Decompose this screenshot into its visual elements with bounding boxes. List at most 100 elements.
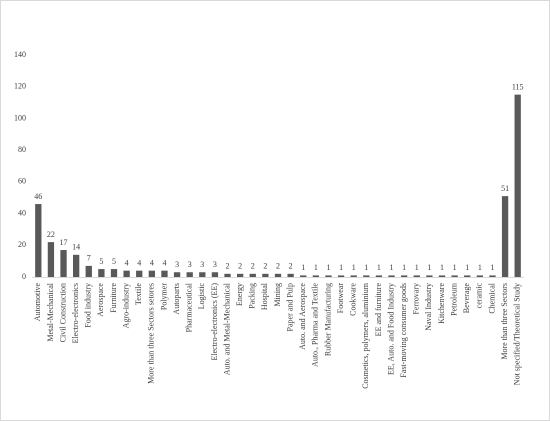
bar [173,272,181,277]
x-tick-label: Chemical [487,282,496,313]
value-label: 2 [289,262,293,271]
bar [186,272,193,277]
x-tick-label: ceramic [475,283,484,309]
x-tick-label: Petroleum [449,282,458,316]
value-label: 1 [326,263,330,272]
value-label: 2 [238,262,242,271]
x-tick-label: Electro-electronics (EE) [210,283,219,361]
bar [224,273,231,277]
x-tick-label: Logistic [197,283,206,310]
value-label: 1 [314,263,318,272]
bar [35,204,42,277]
value-label: 1 [339,263,343,272]
value-label: 1 [427,263,431,272]
x-tick-label: Rubber Manufacturing [323,283,332,356]
bar [123,270,130,277]
bar [489,275,496,277]
value-label: 1 [465,263,469,272]
x-tick-label: More than three Sectors [500,283,509,360]
bar [350,275,357,277]
value-label: 2 [276,262,280,271]
bar [438,275,446,277]
bar [60,250,67,277]
bar [300,275,307,277]
value-label: 3 [200,260,204,269]
x-tick-label: EE and furniture [374,283,383,337]
bar [426,275,433,277]
bar [464,275,471,277]
bar [375,275,383,277]
value-label: 51 [501,184,509,193]
x-tick-label: Auto., Pharma and Textile [311,283,320,367]
bar [476,275,483,277]
x-tick-label: Aerospace [96,283,105,317]
value-label: 4 [150,258,154,267]
value-label: 1 [440,263,444,272]
value-label: 7 [87,254,91,263]
x-tick-label: More than three Sectors setores [147,283,156,384]
bar [47,242,55,277]
y-tick-label: 0 [22,272,26,281]
bar [262,273,269,277]
y-tick-label: 60 [18,177,26,186]
x-tick-label: Polymer [159,283,168,310]
value-label: 17 [60,238,68,247]
x-tick-label: Footwear [336,283,345,314]
value-label: 5 [112,257,116,266]
value-label: 2 [226,262,230,271]
bar [325,275,332,277]
bar [388,275,395,277]
bar [85,265,92,277]
value-label: 1 [490,263,494,272]
bar [249,273,256,277]
value-label: 1 [377,263,381,272]
x-tick-label: Paper and Pulp [285,283,294,331]
x-tick-label: Textile [134,283,143,306]
bar [514,94,521,278]
x-tick-label: Cookware [349,283,358,316]
x-tick-label: Agro-industry [121,283,130,328]
x-tick-label: Auto. and Aerospace [298,283,307,350]
value-label: 1 [352,263,356,272]
bar [501,196,509,277]
x-tick-label: Metal-Mechanical [46,282,55,341]
value-label: 1 [453,263,457,272]
x-tick-label: Ferrovary [412,283,421,315]
bar [312,275,319,277]
x-tick-label: Furniture [109,283,118,313]
value-label: 1 [364,263,368,272]
x-tick-label: Food industry [84,283,93,328]
bar [161,270,168,277]
bar [337,275,345,277]
value-label: 22 [47,230,55,239]
bar [211,272,219,277]
bar [274,273,282,277]
bar [73,254,80,277]
value-label: 1 [301,263,305,272]
value-label: 3 [188,260,192,269]
value-label: 4 [125,258,129,267]
bar [110,269,118,277]
value-label: 2 [263,262,267,271]
value-label: 14 [72,243,80,252]
value-label: 3 [213,260,217,269]
x-tick-label: Not specified/Theoretical Study [513,283,522,385]
value-label: 4 [162,258,166,267]
y-tick-label: 40 [18,208,26,217]
x-tick-label: Automotive [33,283,42,322]
x-tick-label: Kitchenware [437,283,446,324]
value-label: 1 [390,263,394,272]
bar [451,275,458,277]
x-tick-label: Auto. and Metal-Mechanical [222,282,231,375]
bar [287,273,294,277]
x-tick-label: Fast-moving consumer goods [399,283,408,378]
value-label: 46 [34,192,42,201]
y-tick-label: 20 [18,240,26,249]
x-tick-label: Civil Construction [58,283,67,342]
x-tick-label: Mining [273,283,282,307]
bar [237,273,244,277]
x-tick-label: Naval Industry [424,283,433,331]
bar [363,275,370,277]
